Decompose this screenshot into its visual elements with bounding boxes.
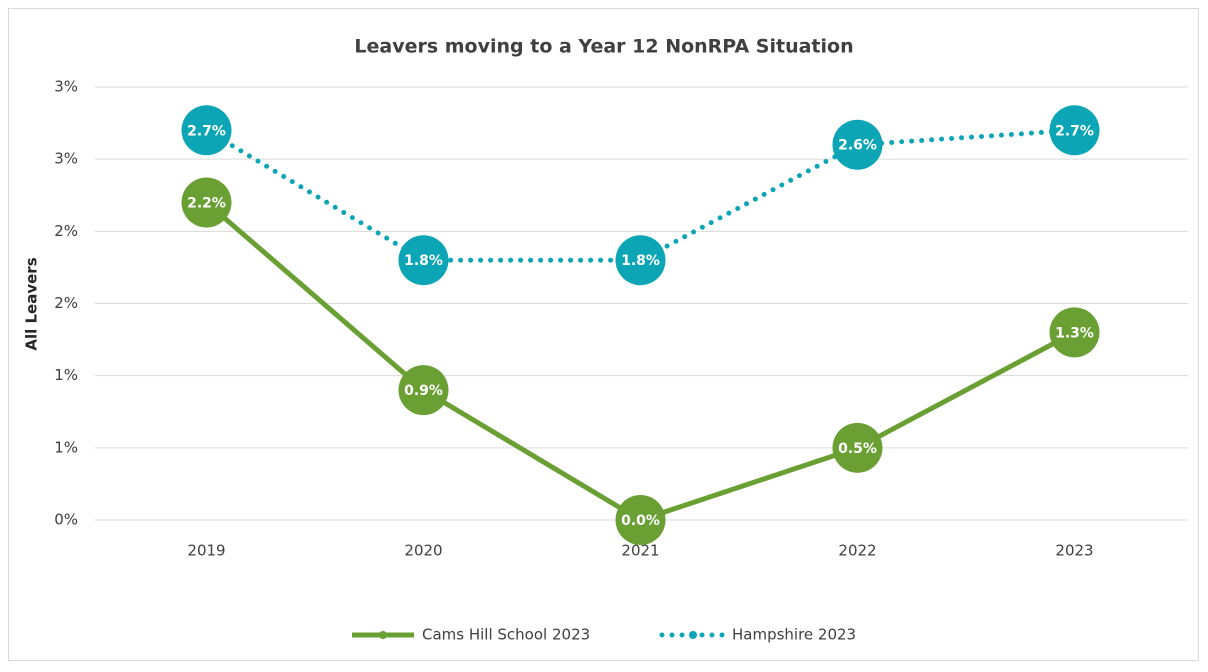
data-label: 0.0% — [621, 513, 660, 529]
y-tick-label: 1% — [54, 438, 78, 456]
y-axis-label: All Leavers — [23, 257, 41, 350]
legend-label: Cams Hill School 2023 — [422, 626, 590, 644]
y-tick-label: 1% — [54, 366, 78, 384]
data-point — [181, 105, 232, 156]
chart-title: Leavers moving to a Year 12 NonRPA Situa… — [354, 36, 853, 58]
data-point — [1049, 105, 1100, 156]
x-tick-label: 2021 — [621, 542, 659, 560]
legend-marker — [379, 631, 387, 639]
data-label: 2.7% — [187, 123, 226, 139]
data-label: 0.9% — [404, 383, 443, 399]
data-point — [181, 177, 232, 228]
data-point — [398, 235, 449, 286]
x-tick-label: 2019 — [187, 542, 225, 560]
data-point — [398, 365, 449, 416]
data-label: 1.8% — [404, 253, 443, 269]
x-tick-label: 2020 — [404, 542, 442, 560]
data-point — [832, 422, 883, 473]
data-point — [615, 235, 666, 286]
y-tick-label: 3% — [54, 150, 78, 168]
data-point — [832, 119, 883, 170]
data-label: 0.5% — [838, 441, 877, 457]
chart-frame — [8, 8, 1199, 661]
data-label: 2.7% — [1055, 123, 1094, 139]
x-tick-label: 2023 — [1055, 542, 1093, 560]
data-label: 1.3% — [1055, 325, 1094, 341]
data-label: 2.6% — [838, 138, 877, 154]
legend-label: Hampshire 2023 — [732, 626, 856, 644]
data-point — [1049, 307, 1100, 358]
y-tick-label: 3% — [54, 78, 78, 96]
y-tick-label: 0% — [54, 511, 78, 529]
data-point — [615, 495, 666, 545]
x-tick-label: 2022 — [838, 542, 876, 560]
legend-marker — [689, 631, 697, 639]
data-label: 2.2% — [187, 195, 226, 211]
y-tick-label: 2% — [54, 294, 78, 312]
y-tick-label: 2% — [54, 222, 78, 240]
data-label: 1.8% — [621, 253, 660, 269]
